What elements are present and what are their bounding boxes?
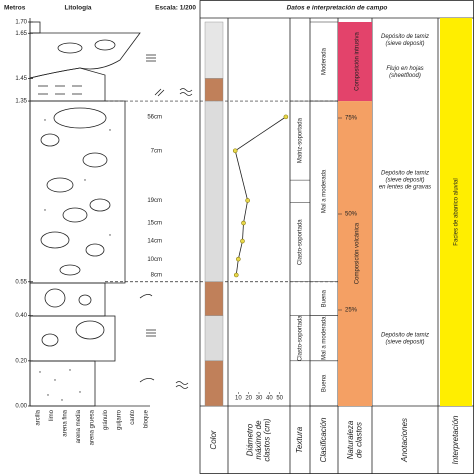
depth-tick-label: 1.45: [15, 76, 27, 82]
column-label: clastos (cm): [263, 418, 272, 461]
annotation: Flujo en hojas: [386, 66, 423, 72]
annotation: Depósito de tamiz: [381, 332, 429, 338]
clast-label: 10cm: [147, 257, 162, 263]
stipple: [39, 119, 111, 401]
pct-tick-label: 75%: [345, 116, 358, 122]
x-tick-label: 10: [235, 396, 242, 402]
segment-label: Moderada: [322, 47, 328, 75]
clast-point: [232, 148, 238, 154]
grain-size-label: arcilla: [36, 409, 42, 425]
panel-title: Datos e interpretación de campo: [287, 5, 388, 12]
pct-tick-label: 25%: [345, 308, 358, 314]
clast-label: 15cm: [147, 221, 162, 227]
nature-label: Composición intrusiva: [355, 32, 361, 91]
annotation: (sheetflood): [389, 73, 421, 79]
x-tick-label: 30: [256, 396, 263, 402]
clast-label: 8cm: [151, 273, 162, 279]
annotation: (sieve deposit): [385, 41, 424, 47]
column-label: Color: [209, 430, 218, 449]
interpretation-label: Facies de abanico aluvial: [454, 178, 460, 245]
clast-point: [283, 114, 289, 120]
segment-label: Buena: [322, 289, 328, 307]
grain-size-label: arena fina: [63, 409, 69, 436]
nature-label: Composición volcánica: [355, 222, 361, 284]
clast-label: 14cm: [147, 239, 162, 245]
layer: [29, 67, 106, 102]
column-label: Textura: [295, 426, 304, 453]
annotation: (sieve deposit): [385, 339, 424, 345]
grain-size-label: bloque: [144, 409, 150, 428]
clast-label: 56cm: [147, 114, 162, 120]
segment-label: Clasto-soportada: [298, 219, 304, 265]
depth-tick-label: 1.35: [15, 99, 27, 105]
color-segment: [204, 281, 224, 316]
column-label: Interpretación: [451, 415, 460, 464]
grain-size-label: arena gruesa: [90, 409, 96, 445]
clast-point: [236, 256, 241, 262]
depth-tick-label: 0.00: [15, 404, 27, 410]
depth-tick-label: 1.65: [15, 31, 27, 37]
grain-size-label: gránulo: [103, 409, 109, 430]
annotation: (sieve deposit): [385, 178, 424, 184]
x-tick-label: 50: [276, 396, 283, 402]
interpretation-band: [440, 18, 472, 406]
pct-tick-label: 50%: [345, 212, 358, 218]
annotation: Depósito de tamiz: [381, 171, 429, 177]
segment-label: Buena: [322, 374, 328, 392]
clast-point: [241, 220, 246, 226]
column-label: Clasificación: [319, 417, 328, 462]
lithology-label: Litología: [64, 5, 91, 12]
depth-tick-label: 0.55: [15, 279, 27, 285]
color-segment: [204, 21, 224, 79]
segment-label: Matriz-soportada: [298, 117, 304, 163]
grain-size-label: canto: [130, 409, 136, 424]
color-segment: [204, 315, 224, 362]
column-label: Naturaleza: [346, 420, 355, 459]
column-label: Anotaciones: [400, 418, 409, 463]
grain-size-label: limo: [49, 409, 55, 421]
x-tick-label: 40: [266, 396, 273, 402]
column-label: de clastos: [354, 422, 363, 458]
depth-tick-label: 0.40: [15, 313, 27, 319]
color-segment: [204, 100, 224, 282]
grain-size-label: arena media: [76, 409, 82, 443]
column-label: Diámetro: [246, 423, 255, 456]
annotation: Depósito de tamiz: [381, 34, 429, 40]
nature-segment: [338, 22, 372, 102]
annotation: en lentes de gravas: [379, 185, 431, 191]
segment-label: Mal a moderada: [322, 169, 328, 213]
clast-point: [233, 272, 239, 278]
segment-label: Mal a moderada: [322, 316, 328, 360]
column-label: máximo de: [254, 420, 263, 460]
depth-tick-label: 1.70: [15, 20, 27, 26]
x-tick-label: 20: [245, 396, 252, 402]
nature-segment: [338, 101, 372, 406]
clast-point: [240, 238, 245, 244]
scale-label: Escala: 1/200: [155, 5, 196, 12]
color-segment: [204, 78, 224, 102]
clast-label: 7cm: [151, 148, 162, 154]
depth-tick-label: 0.20: [15, 358, 27, 364]
segment-label: Clasto-soportada: [298, 315, 304, 361]
clast-point: [245, 198, 250, 203]
grain-size-label: guijarro: [117, 409, 123, 430]
depth-label: Metros: [4, 5, 26, 12]
color-segment: [204, 360, 224, 407]
clast-label: 19cm: [147, 198, 162, 204]
